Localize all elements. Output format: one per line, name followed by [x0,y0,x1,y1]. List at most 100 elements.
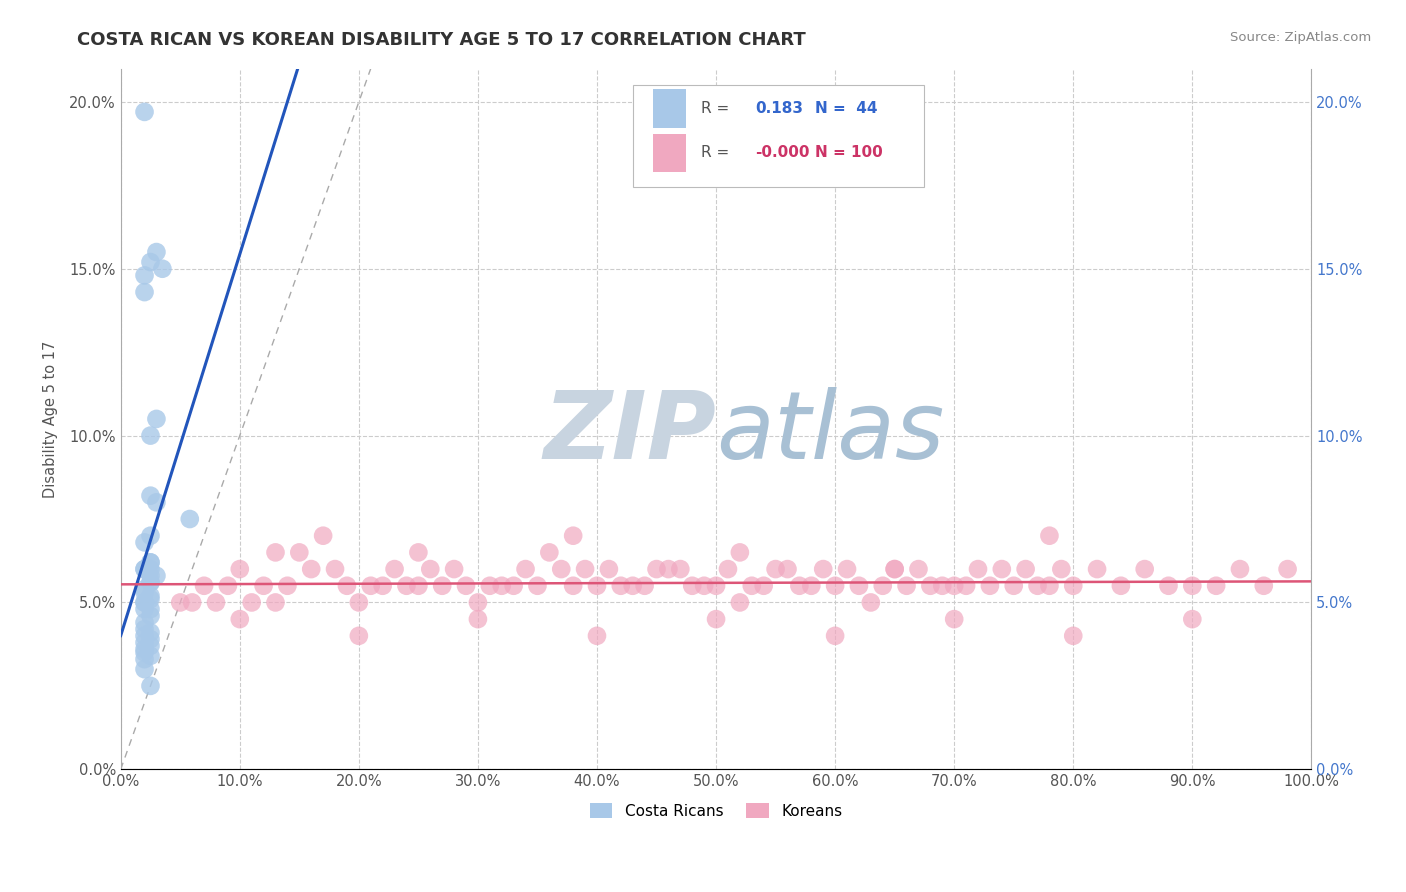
Point [704,612,727,626]
Point [134,562,156,576]
Point [526,579,548,593]
Point [181,595,204,609]
Point [139,589,162,603]
Point [134,652,156,666]
Text: N =  44: N = 44 [815,101,877,116]
Legend: Costa Ricans, Koreans: Costa Ricans, Koreans [583,797,849,825]
Point [323,562,346,576]
Point [979,579,1001,593]
Point [169,595,191,609]
Point [681,579,703,593]
Point [467,595,489,609]
Point [704,579,727,593]
Point [134,602,156,616]
FancyBboxPatch shape [633,86,924,187]
Point [550,562,572,576]
Point [139,568,162,582]
Point [491,579,513,593]
Point [1157,579,1180,593]
Point [586,629,609,643]
FancyBboxPatch shape [652,89,686,128]
Point [217,579,239,593]
Point [467,612,489,626]
Point [408,545,430,559]
Point [955,579,977,593]
Point [454,579,477,593]
Point [205,595,228,609]
Point [1277,562,1299,576]
Point [1038,529,1060,543]
Point [134,104,156,119]
Point [139,632,162,647]
Point [800,579,823,593]
Point [145,412,167,426]
Text: N = 100: N = 100 [815,145,883,161]
Point [139,625,162,640]
Point [347,629,370,643]
Point [139,648,162,663]
Point [776,562,799,576]
Point [145,568,167,582]
Point [943,612,966,626]
FancyBboxPatch shape [652,134,686,172]
Point [1038,579,1060,593]
Point [276,579,298,593]
Point [139,679,162,693]
Point [562,579,585,593]
Point [931,579,953,593]
Point [1050,562,1073,576]
Point [610,579,633,593]
Point [139,602,162,616]
Point [264,595,287,609]
Point [288,545,311,559]
Point [139,255,162,269]
Point [1229,562,1251,576]
Point [920,579,942,593]
Point [240,595,263,609]
Point [134,595,156,609]
Point [813,562,835,576]
Point [943,579,966,593]
Point [824,579,846,593]
Point [229,562,252,576]
Point [1181,579,1204,593]
Point [139,592,162,607]
Point [1181,612,1204,626]
Point [1002,579,1025,593]
Point [312,529,335,543]
Point [134,635,156,649]
Point [574,562,596,576]
Point [139,575,162,590]
Point [347,595,370,609]
Point [134,646,156,660]
Point [134,662,156,676]
Point [145,245,167,260]
Point [134,585,156,599]
Point [150,261,173,276]
Point [193,579,215,593]
Text: atlas: atlas [716,387,945,478]
Point [586,579,609,593]
Point [1205,579,1227,593]
Point [515,562,537,576]
Point [728,595,751,609]
Point [633,579,655,593]
Text: 0.183: 0.183 [755,101,803,116]
Point [991,562,1014,576]
Point [765,562,787,576]
Point [264,545,287,559]
Point [134,642,156,657]
Point [896,579,918,593]
Text: ZIP: ZIP [543,387,716,479]
Point [872,579,894,593]
Point [752,579,775,593]
Point [419,562,441,576]
Point [134,535,156,549]
Point [139,555,162,569]
Point [395,579,418,593]
Point [1133,562,1156,576]
Text: -0.000: -0.000 [755,145,810,161]
Point [728,545,751,559]
Point [1026,579,1049,593]
Point [139,428,162,442]
